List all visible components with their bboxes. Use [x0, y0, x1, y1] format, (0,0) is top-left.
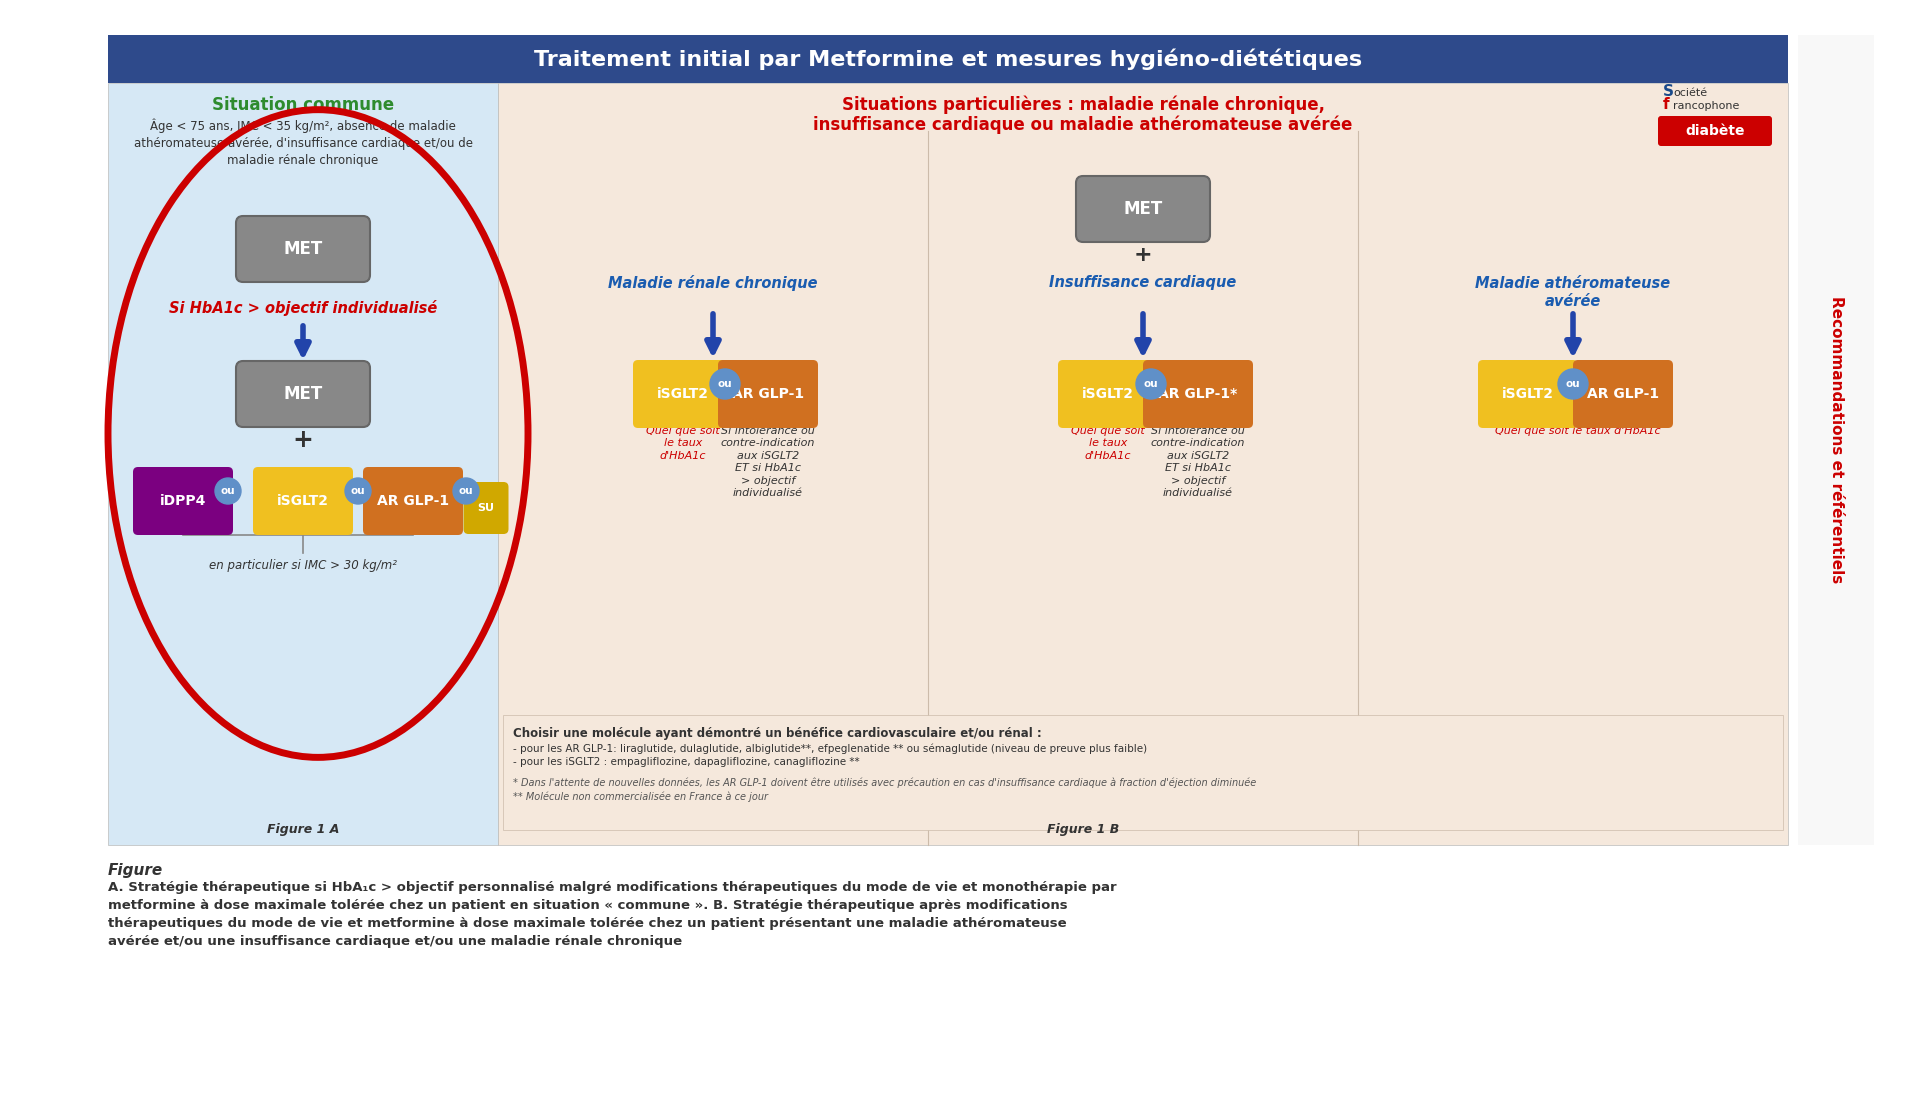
Circle shape: [710, 368, 741, 399]
Text: Maladie rénale chronique: Maladie rénale chronique: [609, 276, 817, 291]
Text: diabète: diabète: [1684, 124, 1746, 138]
Text: ou: ou: [1566, 379, 1581, 389]
Text: thérapeutiques du mode de vie et metformine à dose maximale tolérée chez un pati: thérapeutiques du mode de vie et metform…: [107, 917, 1066, 930]
Text: Situation commune: Situation commune: [212, 96, 394, 114]
Text: avérée: avérée: [1545, 293, 1602, 308]
Text: Quel que soit le taux d'HbA1c: Quel que soit le taux d'HbA1c: [1495, 426, 1661, 436]
Circle shape: [214, 478, 241, 504]
Text: Âge < 75 ans, IMC < 35 kg/m², absence de maladie
athéromateuse avérée, d'insuffi: Âge < 75 ans, IMC < 35 kg/m², absence de…: [134, 119, 473, 167]
Text: iDPP4: iDPP4: [159, 494, 207, 508]
Text: avérée et/ou une insuffisance cardiaque et/ou une maladie rénale chronique: avérée et/ou une insuffisance cardiaque …: [107, 935, 681, 948]
Text: AR GLP-1: AR GLP-1: [1587, 388, 1659, 401]
Text: AR GLP-1: AR GLP-1: [377, 494, 450, 508]
FancyBboxPatch shape: [1478, 360, 1577, 428]
Text: Quel que soit
le taux
d'HbA1c: Quel que soit le taux d'HbA1c: [1072, 426, 1145, 460]
Text: ** Molécule non commercialisée en France à ce jour: ** Molécule non commercialisée en France…: [513, 791, 768, 802]
Text: ociété: ociété: [1673, 88, 1707, 99]
Circle shape: [454, 478, 478, 504]
Text: Choisir une molécule ayant démontré un bénéfice cardiovasculaire et/ou rénal :: Choisir une molécule ayant démontré un b…: [513, 727, 1041, 740]
Text: A. Stratégie thérapeutique si HbA₁c > objectif personnalisé malgré modifications: A. Stratégie thérapeutique si HbA₁c > ob…: [107, 881, 1116, 894]
Circle shape: [345, 478, 371, 504]
Text: AR GLP-1: AR GLP-1: [731, 388, 804, 401]
FancyBboxPatch shape: [1058, 360, 1158, 428]
Circle shape: [1558, 368, 1589, 399]
Text: iSGLT2: iSGLT2: [278, 494, 329, 508]
FancyBboxPatch shape: [364, 467, 463, 535]
Text: ou: ou: [718, 379, 733, 389]
Text: Si HbA1c > objectif individualisé: Si HbA1c > objectif individualisé: [168, 300, 436, 316]
Text: MET: MET: [283, 240, 323, 258]
FancyBboxPatch shape: [1797, 35, 1874, 844]
FancyBboxPatch shape: [1658, 116, 1772, 146]
Text: Figure: Figure: [107, 864, 163, 878]
Text: AR GLP-1*: AR GLP-1*: [1158, 388, 1238, 401]
Text: - pour les AR GLP-1: liraglutide, dulaglutide, albiglutide**, efpeglenatide ** o: - pour les AR GLP-1: liraglutide, dulagl…: [513, 743, 1146, 754]
FancyBboxPatch shape: [107, 83, 498, 844]
FancyBboxPatch shape: [132, 467, 234, 535]
Text: iSGLT2: iSGLT2: [1502, 388, 1554, 401]
FancyBboxPatch shape: [1573, 360, 1673, 428]
Text: SU: SU: [477, 503, 494, 513]
FancyBboxPatch shape: [235, 216, 369, 282]
FancyBboxPatch shape: [253, 467, 352, 535]
FancyBboxPatch shape: [1143, 360, 1254, 428]
Text: ou: ou: [459, 486, 473, 496]
Text: ou: ou: [220, 486, 235, 496]
Text: iSGLT2: iSGLT2: [1081, 388, 1133, 401]
Text: Situations particulières : maladie rénale chronique,: Situations particulières : maladie rénal…: [842, 95, 1324, 114]
Text: Quel que soit
le taux
d'HbA1c: Quel que soit le taux d'HbA1c: [647, 426, 720, 460]
Text: Figure 1 A: Figure 1 A: [266, 823, 339, 837]
Text: MET: MET: [1124, 200, 1162, 218]
FancyBboxPatch shape: [498, 83, 1788, 844]
Text: metformine à dose maximale tolérée chez un patient en situation « commune ». B. : metformine à dose maximale tolérée chez …: [107, 899, 1068, 912]
Text: Insuffisance cardiaque: Insuffisance cardiaque: [1049, 276, 1236, 290]
Text: Recommandations et référentiels: Recommandations et référentiels: [1828, 297, 1843, 584]
FancyBboxPatch shape: [463, 482, 509, 534]
Text: Si intolérance ou
contre-indication
aux iSGLT2
ET si HbA1c
> objectif
individual: Si intolérance ou contre-indication aux …: [722, 426, 815, 498]
Text: ou: ou: [1145, 379, 1158, 389]
FancyBboxPatch shape: [1076, 176, 1210, 242]
Text: insuffisance cardiaque ou maladie athéromateuse avérée: insuffisance cardiaque ou maladie athéro…: [813, 115, 1353, 134]
Text: S: S: [1663, 84, 1675, 99]
FancyBboxPatch shape: [503, 715, 1784, 830]
FancyBboxPatch shape: [718, 360, 817, 428]
Text: Traitement initial par Metformine et mesures hygiéno-diététiques: Traitement initial par Metformine et mes…: [534, 48, 1363, 69]
FancyBboxPatch shape: [235, 361, 369, 427]
Text: Si intolérance ou
contre-indication
aux iSGLT2
ET si HbA1c
> objectif
individual: Si intolérance ou contre-indication aux …: [1150, 426, 1246, 498]
Text: +: +: [1133, 245, 1152, 265]
Text: en particulier si IMC > 30 kg/m²: en particulier si IMC > 30 kg/m²: [209, 559, 396, 571]
FancyBboxPatch shape: [107, 35, 1788, 83]
Text: Maladie athéromateuse: Maladie athéromateuse: [1476, 276, 1671, 290]
Text: f: f: [1663, 97, 1669, 112]
Text: Figure 1 B: Figure 1 B: [1047, 823, 1120, 837]
Text: MET: MET: [283, 385, 323, 403]
Text: - pour les iSGLT2 : empagliflozine, dapagliflozine, canagliflozine **: - pour les iSGLT2 : empagliflozine, dapa…: [513, 757, 859, 767]
FancyBboxPatch shape: [634, 360, 733, 428]
Text: rancophone: rancophone: [1673, 101, 1740, 111]
Text: ou: ou: [350, 486, 366, 496]
Text: * Dans l'attente de nouvelles données, les AR GLP-1 doivent être utilisés avec p: * Dans l'attente de nouvelles données, l…: [513, 777, 1256, 787]
Text: +: +: [293, 428, 314, 452]
Text: iSGLT2: iSGLT2: [657, 388, 708, 401]
Circle shape: [1137, 368, 1166, 399]
